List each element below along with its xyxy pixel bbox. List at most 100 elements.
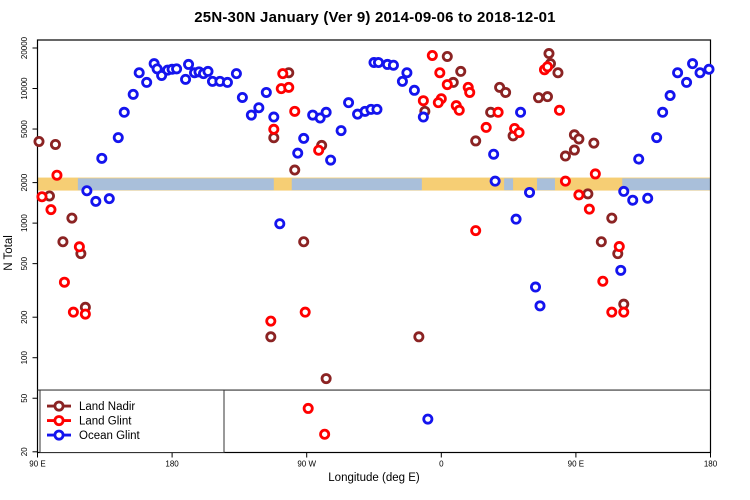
data-point-land-glint	[492, 106, 504, 118]
y-tick-label: 500	[20, 256, 29, 270]
legend-marker	[53, 415, 65, 427]
data-point-land-glint	[51, 169, 63, 181]
data-point-land-nadir	[33, 135, 45, 147]
data-point-land-glint	[426, 49, 438, 61]
data-point-ocean-glint	[524, 186, 536, 198]
data-point-land-glint	[453, 104, 465, 116]
data-point-ocean-glint	[694, 67, 706, 79]
data-point-ocean-glint	[274, 218, 286, 230]
data-point-ocean-glint	[118, 106, 130, 118]
data-point-ocean-glint	[687, 58, 699, 70]
legend-label: Ocean Glint	[79, 430, 141, 442]
data-point-ocean-glint	[534, 300, 546, 312]
x-tick-label: 90 E	[568, 460, 584, 469]
data-point-land-glint	[432, 97, 444, 109]
data-point-land-glint	[302, 402, 314, 414]
band-segment-bluegray	[504, 178, 514, 191]
data-point-ocean-glint	[133, 67, 145, 79]
data-point-land-glint	[606, 306, 618, 318]
data-point-land-nadir	[49, 138, 61, 150]
data-point-land-glint	[45, 204, 57, 216]
y-tick-label: 200	[20, 310, 29, 324]
data-point-ocean-glint	[96, 152, 108, 164]
data-point-land-nadir	[573, 133, 585, 145]
data-point-ocean-glint	[325, 154, 337, 166]
x-tick-label: 90 E	[29, 460, 45, 469]
data-point-land-nadir	[588, 137, 600, 149]
data-point-ocean-glint	[488, 148, 500, 160]
data-point-ocean-glint	[372, 57, 384, 69]
data-point-land-glint	[36, 191, 48, 203]
data-point-land-glint	[597, 275, 609, 287]
data-point-land-nadir	[582, 188, 594, 200]
data-point-ocean-glint	[236, 91, 248, 103]
legend-label: Land Nadir	[79, 401, 135, 413]
data-point-land-glint	[470, 225, 482, 237]
legend-marker	[53, 400, 65, 412]
data-point-land-nadir	[57, 236, 69, 248]
data-point-ocean-glint	[515, 106, 527, 118]
x-tick-label: 0	[439, 460, 444, 469]
data-point-land-glint	[513, 127, 525, 139]
y-tick-label: 20	[20, 447, 29, 456]
data-point-ocean-glint	[81, 185, 93, 197]
data-point-ocean-glint	[260, 86, 272, 98]
legend-label: Land Glint	[79, 416, 132, 428]
data-point-land-nadir	[66, 212, 78, 224]
data-point-land-glint	[73, 241, 85, 253]
data-point-land-glint	[553, 104, 565, 116]
data-point-land-nadir	[559, 150, 571, 162]
data-point-ocean-glint	[371, 103, 383, 115]
data-point-ocean-glint	[268, 111, 280, 123]
data-point-land-glint	[299, 306, 311, 318]
band-segment-bluegray	[622, 178, 711, 191]
data-point-ocean-glint	[230, 68, 242, 80]
data-point-land-nadir	[552, 67, 564, 79]
data-point-land-glint	[541, 61, 553, 73]
data-point-ocean-glint	[633, 153, 645, 165]
chart-title: 25N-30N January (Ver 9) 2014-09-06 to 20…	[194, 9, 556, 26]
data-point-ocean-glint	[489, 175, 501, 187]
data-point-land-glint	[67, 306, 79, 318]
data-point-ocean-glint	[112, 132, 124, 144]
plot-frame	[36, 39, 712, 454]
data-point-ocean-glint	[320, 106, 332, 118]
data-point-ocean-glint	[103, 193, 115, 205]
data-point-ocean-glint	[183, 58, 195, 70]
y-tick-label: 1000	[20, 214, 29, 232]
x-axis-title: Longitude (deg E)	[328, 472, 420, 484]
band-segment-bluegray	[77, 178, 274, 191]
data-point-ocean-glint	[127, 88, 139, 100]
data-point-ocean-glint	[422, 413, 434, 425]
data-point-land-glint	[589, 168, 601, 180]
data-point-land-glint	[464, 86, 476, 98]
data-point-land-glint	[583, 203, 595, 215]
data-point-land-glint	[289, 105, 301, 117]
data-point-ocean-glint	[245, 109, 257, 121]
data-point-land-glint	[313, 144, 325, 156]
data-point-land-nadir	[500, 86, 512, 98]
data-point-ocean-glint	[253, 102, 265, 114]
data-point-ocean-glint	[202, 65, 214, 77]
data-point-ocean-glint	[292, 147, 304, 159]
x-tick-label: 180	[165, 460, 179, 469]
data-point-land-glint	[480, 121, 492, 133]
y-tick-label: 50	[20, 393, 29, 402]
y-tick-label: 100	[20, 350, 29, 364]
data-point-ocean-glint	[180, 73, 192, 85]
data-point-ocean-glint	[627, 194, 639, 206]
data-point-ocean-glint	[401, 67, 413, 79]
data-point-land-nadir	[441, 50, 453, 62]
data-point-land-glint	[618, 306, 630, 318]
data-point-ocean-glint	[171, 63, 183, 75]
data-point-ocean-glint	[615, 264, 627, 276]
data-point-ocean-glint	[618, 185, 630, 197]
data-point-ocean-glint	[642, 192, 654, 204]
data-point-ocean-glint	[672, 67, 684, 79]
data-point-land-glint	[265, 315, 277, 327]
data-point-land-nadir	[568, 144, 580, 156]
data-point-ocean-glint	[681, 76, 693, 88]
data-point-land-glint	[277, 68, 289, 80]
data-point-ocean-glint	[387, 59, 399, 71]
